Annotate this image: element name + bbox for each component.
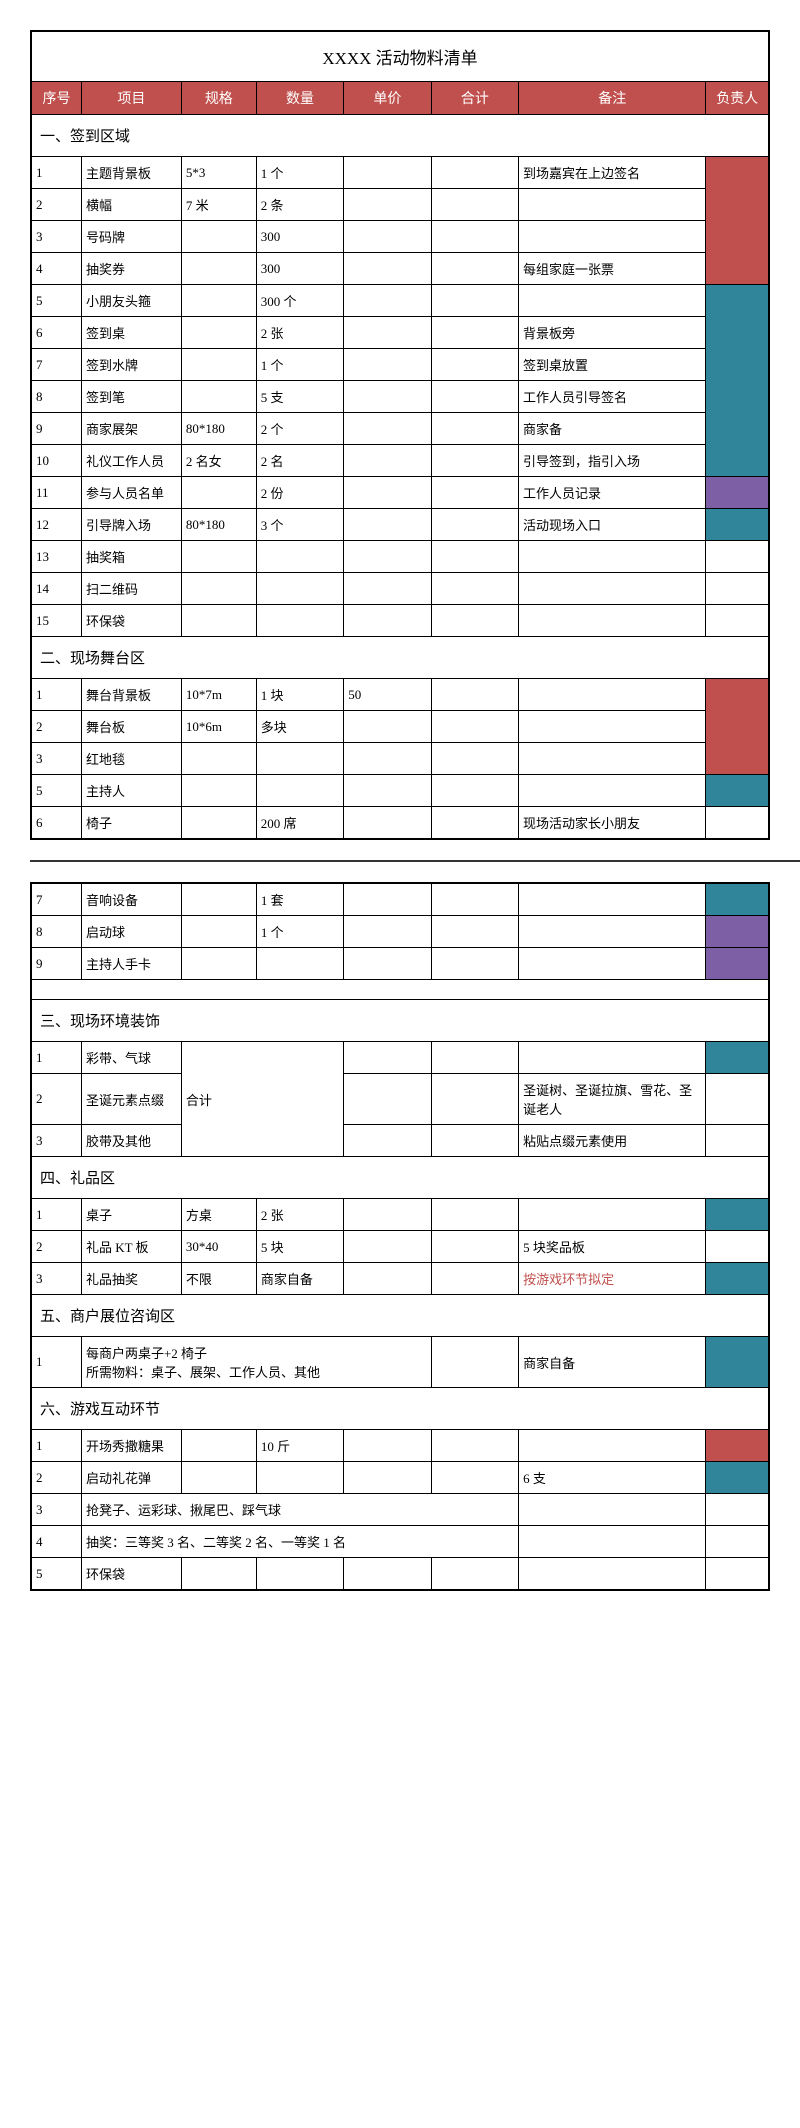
header-spec: 规格	[181, 82, 256, 115]
table-row: 7 签到水牌 1 个 签到桌放置	[32, 349, 769, 381]
section-2-title: 二、现场舞台区	[32, 637, 769, 679]
page-separator	[30, 860, 800, 862]
table-row: 4 抽奖：三等奖 3 名、二等奖 2 名、一等奖 1 名	[32, 1526, 769, 1558]
table-row: 8 启动球 1 个	[32, 916, 769, 948]
table-row: 2 舞台板 10*6m 多块	[32, 711, 769, 743]
owner-cell	[706, 157, 769, 285]
owner-cell	[706, 509, 769, 541]
table-row: 1 舞台背景板 10*7m 1 块 50	[32, 679, 769, 711]
table-row: 1 每商户两桌子+2 椅子 所需物料：桌子、展架、工作人员、其他 商家自备	[32, 1337, 769, 1388]
section-1-title: 一、签到区域	[32, 115, 769, 157]
owner-cell	[706, 948, 769, 980]
section-5: 五、商户展位咨询区	[32, 1295, 769, 1337]
gap-row	[32, 980, 769, 1000]
table-row: 10 礼仪工作人员 2 名女 2 名 引导签到，指引入场	[32, 445, 769, 477]
header-note: 备注	[519, 82, 706, 115]
title-row: XXXX 活动物料清单	[32, 32, 769, 82]
owner-cell	[706, 1199, 769, 1231]
header-seq: 序号	[32, 82, 82, 115]
table-row: 3 红地毯	[32, 743, 769, 775]
table-row: 6 签到桌 2 张 背景板旁	[32, 317, 769, 349]
table-row: 12 引导牌入场 80*180 3 个 活动现场入口	[32, 509, 769, 541]
page-1: XXXX 活动物料清单 序号 项目 规格 数量 单价 合计 备注 负责人 一、签…	[30, 30, 770, 840]
owner-cell	[706, 884, 769, 916]
title: XXXX 活动物料清单	[32, 32, 769, 82]
table-row: 11 参与人员名单 2 份 工作人员记录	[32, 477, 769, 509]
section-2: 二、现场舞台区	[32, 637, 769, 679]
table-row: 9 主持人手卡	[32, 948, 769, 980]
owner-cell	[706, 916, 769, 948]
table-row: 15 环保袋	[32, 605, 769, 637]
table-row: 2 圣诞元素点缀 圣诞树、圣诞拉旗、雪花、圣诞老人	[32, 1074, 769, 1125]
header-row: 序号 项目 规格 数量 单价 合计 备注 负责人	[32, 82, 769, 115]
page-2: 7 音响设备 1 套 8 启动球 1 个 9 主持人手卡 三、现场环境装饰 1 …	[30, 882, 770, 1591]
table-row: 7 音响设备 1 套	[32, 884, 769, 916]
table-row: 3 礼品抽奖 不限 商家自备 按游戏环节拟定	[32, 1263, 769, 1295]
table-row: 2 横幅 7 米 2 条	[32, 189, 769, 221]
header-price: 单价	[344, 82, 431, 115]
table-row: 4 抽奖券 300 每组家庭一张票	[32, 253, 769, 285]
section-4-title: 四、礼品区	[32, 1157, 769, 1199]
table-row: 9 商家展架 80*180 2 个 商家备	[32, 413, 769, 445]
table-row: 13 抽奖箱	[32, 541, 769, 573]
owner-cell	[706, 1042, 769, 1074]
table-row: 3 号码牌 300	[32, 221, 769, 253]
owner-cell	[706, 1337, 769, 1388]
header-item: 项目	[81, 82, 181, 115]
materials-table: XXXX 活动物料清单 序号 项目 规格 数量 单价 合计 备注 负责人 一、签…	[31, 31, 769, 839]
owner-cell	[706, 775, 769, 807]
table-row: 5 环保袋	[32, 1558, 769, 1590]
table-row: 14 扫二维码	[32, 573, 769, 605]
table-row: 3 抢凳子、运彩球、揪尾巴、踩气球	[32, 1494, 769, 1526]
table-row: 2 礼品 KT 板 30*40 5 块 5 块奖品板	[32, 1231, 769, 1263]
table-row: 2 启动礼花弹 6 支	[32, 1462, 769, 1494]
table-row: 8 签到笔 5 支 工作人员引导签名	[32, 381, 769, 413]
table-row: 1 彩带、气球 合计	[32, 1042, 769, 1074]
owner-cell	[706, 1430, 769, 1462]
owner-cell	[706, 1263, 769, 1295]
owner-cell	[706, 679, 769, 775]
section-1: 一、签到区域	[32, 115, 769, 157]
section-6-title: 六、游戏互动环节	[32, 1388, 769, 1430]
section-3: 三、现场环境装饰	[32, 1000, 769, 1042]
header-total: 合计	[431, 82, 518, 115]
owner-cell	[706, 1462, 769, 1494]
table-row: 3 胶带及其他 粘贴点缀元素使用	[32, 1125, 769, 1157]
header-owner: 负责人	[706, 82, 769, 115]
materials-table-p2: 7 音响设备 1 套 8 启动球 1 个 9 主持人手卡 三、现场环境装饰 1 …	[31, 883, 769, 1590]
table-row: 5 主持人	[32, 775, 769, 807]
table-row: 6 椅子 200 席 现场活动家长小朋友	[32, 807, 769, 839]
table-row: 5 小朋友头箍 300 个	[32, 285, 769, 317]
section-4: 四、礼品区	[32, 1157, 769, 1199]
table-row: 1 开场秀撒糖果 10 斤	[32, 1430, 769, 1462]
section-5-title: 五、商户展位咨询区	[32, 1295, 769, 1337]
table-row: 1 桌子 方桌 2 张	[32, 1199, 769, 1231]
section-6: 六、游戏互动环节	[32, 1388, 769, 1430]
header-qty: 数量	[256, 82, 343, 115]
owner-cell	[706, 477, 769, 509]
owner-cell	[706, 285, 769, 477]
section-3-title: 三、现场环境装饰	[32, 1000, 769, 1042]
table-row: 1 主题背景板 5*3 1 个 到场嘉宾在上边签名	[32, 157, 769, 189]
